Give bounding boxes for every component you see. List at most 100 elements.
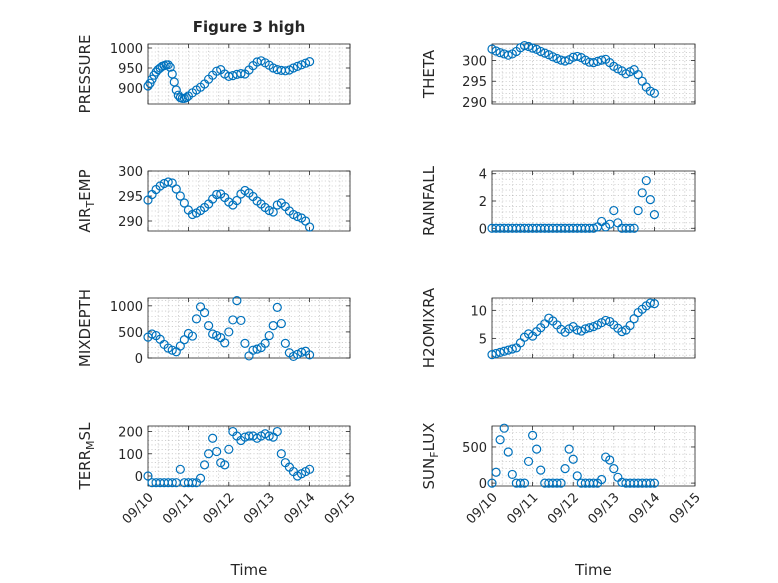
data-point <box>191 314 202 324</box>
data-point <box>556 478 566 488</box>
x-tick-label: 09/11 <box>160 490 197 527</box>
data-point <box>568 454 578 464</box>
data-point <box>491 348 501 359</box>
data-point <box>187 209 198 220</box>
x-tick-label: 09/15 <box>322 490 359 527</box>
data-point <box>179 198 189 208</box>
x-tick-label: 09/15 <box>667 490 704 527</box>
data-point <box>305 222 315 232</box>
data-point <box>181 92 191 103</box>
data-point <box>617 327 627 337</box>
data-point <box>167 478 177 488</box>
data-point <box>564 444 574 454</box>
y-axis-label: PRESSURE <box>76 35 94 114</box>
data-point <box>300 58 311 68</box>
data-point <box>163 177 173 187</box>
data-point <box>179 335 189 345</box>
data-point <box>147 329 157 339</box>
data-point <box>649 210 660 220</box>
data-point <box>199 460 210 470</box>
y-tick-label: 300 <box>462 55 487 70</box>
data-point <box>232 195 242 206</box>
y-axis-label: THETA <box>420 49 438 99</box>
data-point <box>641 175 651 186</box>
data-point <box>280 66 290 76</box>
data-point <box>588 478 599 488</box>
data-point <box>629 223 639 233</box>
data-point <box>527 430 538 440</box>
data-point <box>548 52 558 62</box>
data-point <box>169 77 179 87</box>
data-point <box>220 338 230 348</box>
data-point <box>147 189 157 200</box>
axes-frame <box>147 43 351 105</box>
data-point <box>536 46 546 57</box>
data-point <box>649 478 660 488</box>
data-point <box>276 449 286 459</box>
data-point <box>224 444 234 454</box>
data-point <box>560 464 570 474</box>
data-point <box>572 471 582 481</box>
y-tick-label: 950 <box>118 62 143 77</box>
y-tick-label: 5 <box>479 332 487 347</box>
data-point <box>597 55 607 65</box>
data-point <box>292 61 303 72</box>
data-point <box>499 423 509 433</box>
data-point <box>171 85 181 95</box>
data-point <box>264 205 274 216</box>
data-point <box>305 350 315 360</box>
data-point <box>175 341 185 351</box>
y-tick-label: 500 <box>462 441 487 456</box>
data-point <box>633 70 643 80</box>
x-tick-label: 09/13 <box>586 490 623 527</box>
data-point <box>264 330 274 341</box>
y-tick-label: 290 <box>462 96 487 111</box>
x-tick-label: 09/12 <box>545 490 582 527</box>
y-tick-label: 0 <box>479 477 487 492</box>
axes-frame <box>147 297 351 359</box>
data-point <box>175 191 185 201</box>
data-point <box>515 478 526 488</box>
subplot-5: 0 500 1000 MIXDEPTH <box>76 289 351 367</box>
axes-frame <box>491 425 696 487</box>
data-point <box>503 447 513 457</box>
data-point <box>268 63 278 73</box>
data-point <box>645 478 655 488</box>
x-tick-label: 09/10 <box>120 490 157 527</box>
data-point <box>165 62 175 72</box>
data-point <box>228 315 238 325</box>
axes-frame <box>491 43 696 105</box>
data-point <box>645 298 655 308</box>
subplot-2: 290 295 300 THETA <box>420 41 696 111</box>
data-point <box>629 314 639 324</box>
data-point <box>499 346 509 356</box>
data-point <box>487 478 497 488</box>
data-point <box>195 473 206 483</box>
data-point <box>495 48 505 58</box>
x-tick-label: 09/14 <box>626 490 663 527</box>
y-tick-label: 1000 <box>110 300 143 315</box>
data-point <box>491 467 501 477</box>
y-tick-label: 2 <box>479 195 487 210</box>
data-point <box>507 469 517 480</box>
data-point <box>224 327 234 337</box>
y-tick-label: 100 <box>118 448 143 463</box>
x-tick-label: 09/10 <box>464 490 501 527</box>
y-axis-label: H2OMIXRA <box>420 287 438 368</box>
data-point <box>252 344 262 354</box>
data-point <box>580 324 590 334</box>
data-point <box>519 478 530 488</box>
y-tick-label: 0 <box>135 352 143 367</box>
data-point <box>515 338 526 348</box>
data-point <box>507 344 517 354</box>
y-axis-label: SUNFLUX <box>420 423 441 490</box>
data-point <box>572 51 582 62</box>
y-tick-label: 0 <box>135 470 143 485</box>
y-tick-label: 0 <box>479 222 487 237</box>
data-point <box>163 60 173 70</box>
data-point <box>187 331 198 341</box>
data-point <box>523 456 534 467</box>
data-point <box>503 345 513 355</box>
data-point <box>305 56 315 67</box>
data-point <box>272 426 282 437</box>
